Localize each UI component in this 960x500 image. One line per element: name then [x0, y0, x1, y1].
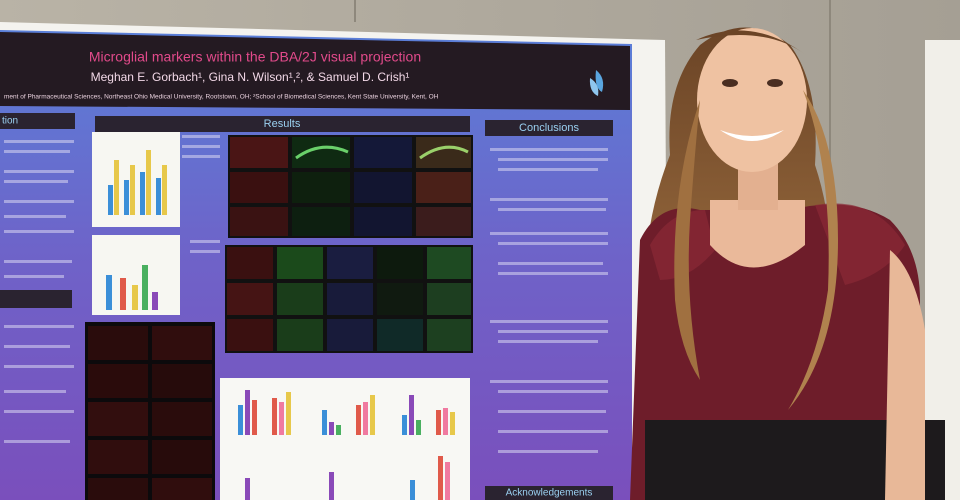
micrograph-grid [85, 322, 215, 500]
section-title: Acknowledgements [506, 488, 593, 499]
section-header [95, 116, 470, 132]
section-title: Conclusions [519, 122, 579, 134]
chart-image-bars [238, 390, 455, 500]
section-header [485, 120, 613, 136]
section-header [0, 290, 72, 308]
section-header [0, 113, 75, 129]
chart-image [220, 378, 470, 500]
section-header [485, 486, 613, 500]
poster-title: Microglial markers within the DBA/2J vis… [89, 49, 421, 65]
micrograph-grid [225, 245, 473, 353]
text-lines [4, 135, 608, 453]
section-title: Results [264, 118, 301, 130]
poster-affiliation: ment of Pharmaceutical Sciences, Northea… [4, 94, 439, 101]
poster-authors: Meghan E. Gorbach¹, Gina N. Wilson¹,², &… [91, 70, 410, 84]
logo [589, 70, 604, 96]
micrograph-grid [228, 135, 473, 238]
chart-image-bars [108, 150, 167, 215]
section-title: tion [2, 116, 18, 127]
title-bar [0, 32, 630, 110]
chart-image-bars [106, 265, 158, 310]
person [630, 27, 945, 500]
